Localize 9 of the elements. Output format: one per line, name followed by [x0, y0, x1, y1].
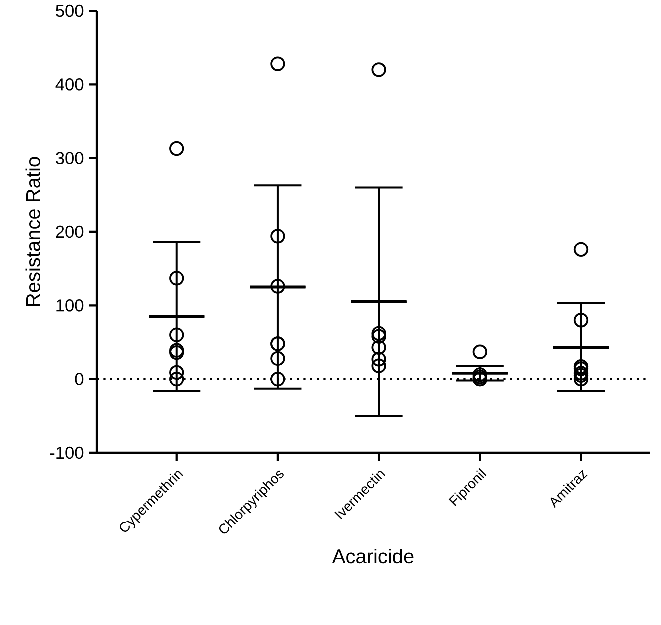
x-axis-title: Acaricide: [332, 548, 414, 564]
y-tick-label: 300: [56, 152, 84, 164]
y-axis-title: Resistance Ratio: [26, 157, 40, 306]
y-tick-label: 0: [75, 373, 84, 386]
y-tick-label: 100: [56, 300, 84, 312]
y-tick-label: -100: [50, 446, 84, 460]
y-tick-label: 500: [56, 4, 84, 18]
y-tick-label: 200: [56, 226, 84, 238]
y-tick-label: 400: [56, 78, 84, 91]
